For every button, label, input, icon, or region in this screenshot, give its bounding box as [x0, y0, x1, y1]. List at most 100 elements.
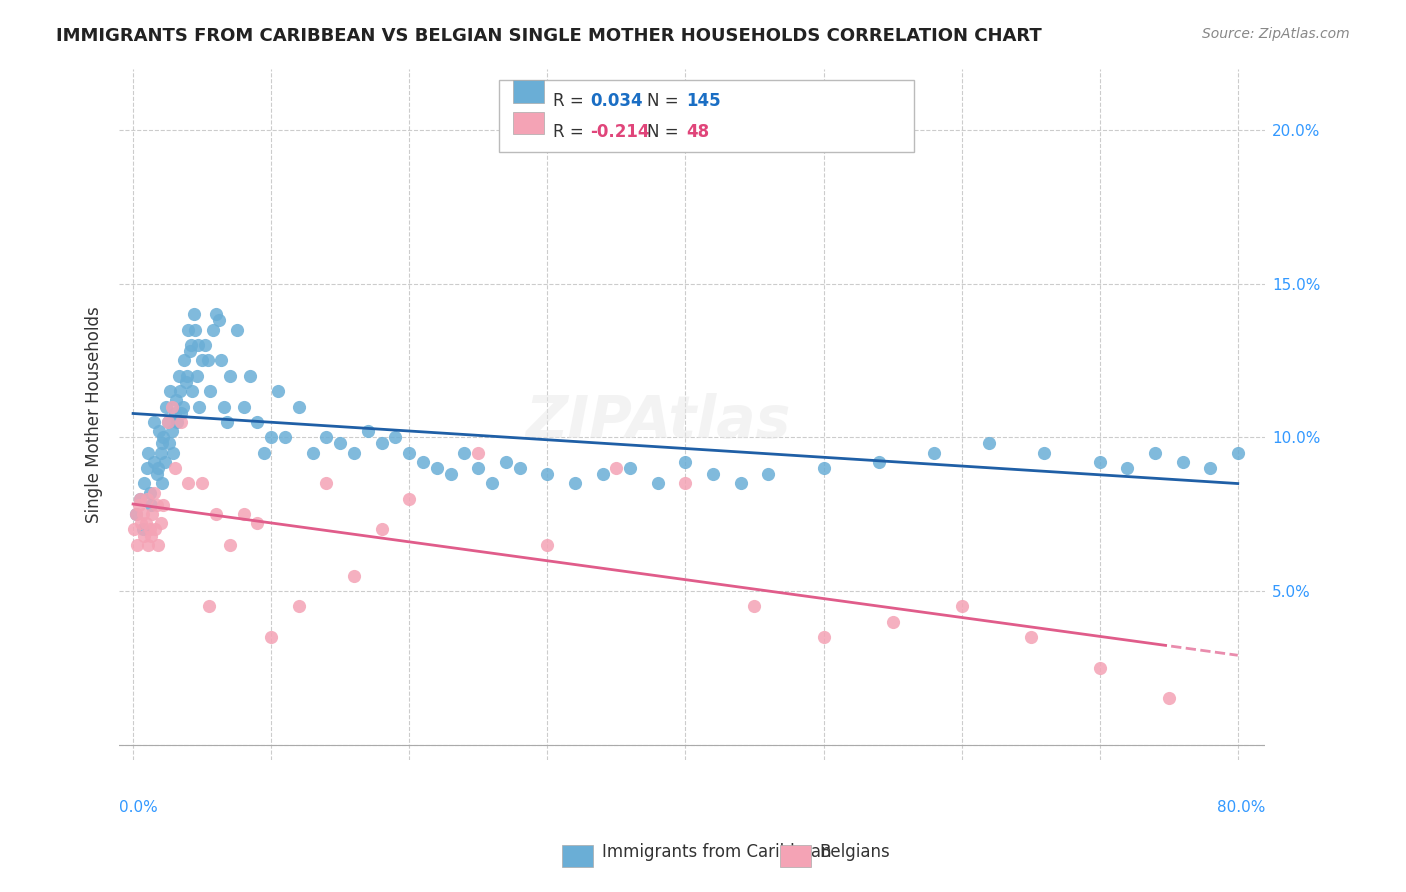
Point [163, 461, 186, 475]
Point [134, 528, 156, 542]
Point [155, 400, 177, 414]
Text: Source: ZipAtlas.com: Source: ZipAtlas.com [1202, 27, 1350, 41]
Point [647, 476, 669, 491]
Point [467, 461, 489, 475]
Point [232, 400, 254, 414]
Point [218, 538, 240, 552]
Point [167, 368, 190, 383]
Point [132, 523, 155, 537]
Point [605, 461, 627, 475]
Text: R =: R = [553, 123, 589, 141]
Point [202, 323, 225, 337]
Point [329, 436, 352, 450]
Point [673, 455, 696, 469]
Point [166, 415, 188, 429]
Point [979, 436, 1001, 450]
Point [398, 445, 420, 459]
Point [315, 430, 337, 444]
Point [343, 568, 366, 582]
Point [129, 491, 152, 506]
Point [136, 538, 159, 552]
Point [232, 507, 254, 521]
Point [950, 599, 973, 614]
Point [301, 445, 323, 459]
Point [922, 445, 945, 459]
Point [135, 461, 157, 475]
Text: 0.034: 0.034 [591, 92, 643, 110]
Text: Belgians: Belgians [820, 843, 890, 861]
Point [187, 338, 209, 352]
Point [150, 436, 173, 450]
Point [260, 630, 283, 644]
Text: R =: R = [553, 92, 589, 110]
Text: 145: 145 [686, 92, 721, 110]
Point [138, 485, 160, 500]
Point [132, 507, 155, 521]
Point [163, 406, 186, 420]
Point [467, 445, 489, 459]
Point [184, 323, 207, 337]
Point [813, 461, 835, 475]
Point [170, 406, 193, 420]
Point [139, 528, 162, 542]
Point [142, 415, 165, 429]
Point [177, 476, 200, 491]
Point [179, 344, 201, 359]
Point [205, 307, 228, 321]
Point [145, 498, 167, 512]
Point [1226, 445, 1249, 459]
Point [412, 455, 434, 469]
Point [176, 368, 198, 383]
Point [141, 507, 163, 521]
Point [536, 467, 558, 482]
Point [215, 415, 238, 429]
Text: IMMIGRANTS FROM CARIBBEAN VS BELGIAN SINGLE MOTHER HOUSEHOLDS CORRELATION CHART: IMMIGRANTS FROM CARIBBEAN VS BELGIAN SIN… [56, 27, 1042, 45]
Point [157, 436, 180, 450]
Point [1157, 691, 1180, 706]
Y-axis label: Single Mother Households: Single Mother Households [86, 306, 103, 523]
Point [174, 375, 197, 389]
Point [218, 368, 240, 383]
Point [156, 415, 179, 429]
Point [564, 476, 586, 491]
Point [288, 400, 311, 414]
Point [882, 615, 904, 629]
Point [194, 338, 217, 352]
Point [181, 384, 204, 399]
Point [205, 507, 228, 521]
Point [135, 491, 157, 506]
Point [134, 516, 156, 531]
Point [1116, 461, 1139, 475]
Point [756, 467, 779, 482]
Point [170, 415, 193, 429]
Point [153, 455, 176, 469]
Point [125, 507, 148, 521]
Point [1088, 661, 1111, 675]
Point [150, 476, 173, 491]
Point [186, 368, 208, 383]
Point [156, 415, 179, 429]
Text: 0.0%: 0.0% [120, 800, 157, 814]
Point [146, 538, 169, 552]
Point [134, 476, 156, 491]
Point [211, 353, 233, 368]
Point [370, 436, 392, 450]
Point [142, 455, 165, 469]
Text: 80.0%: 80.0% [1218, 800, 1265, 814]
Point [169, 384, 191, 399]
Text: Immigrants from Caribbean: Immigrants from Caribbean [602, 843, 831, 861]
Point [142, 485, 165, 500]
Point [384, 430, 406, 444]
Point [357, 424, 380, 438]
Point [495, 455, 517, 469]
Point [165, 393, 187, 408]
Point [160, 424, 183, 438]
Point [191, 353, 214, 368]
Point [162, 445, 184, 459]
Point [173, 353, 195, 368]
Point [198, 599, 221, 614]
Point [288, 599, 311, 614]
Text: ZIPAtlas: ZIPAtlas [524, 393, 790, 450]
Point [1171, 455, 1194, 469]
Point [730, 476, 752, 491]
